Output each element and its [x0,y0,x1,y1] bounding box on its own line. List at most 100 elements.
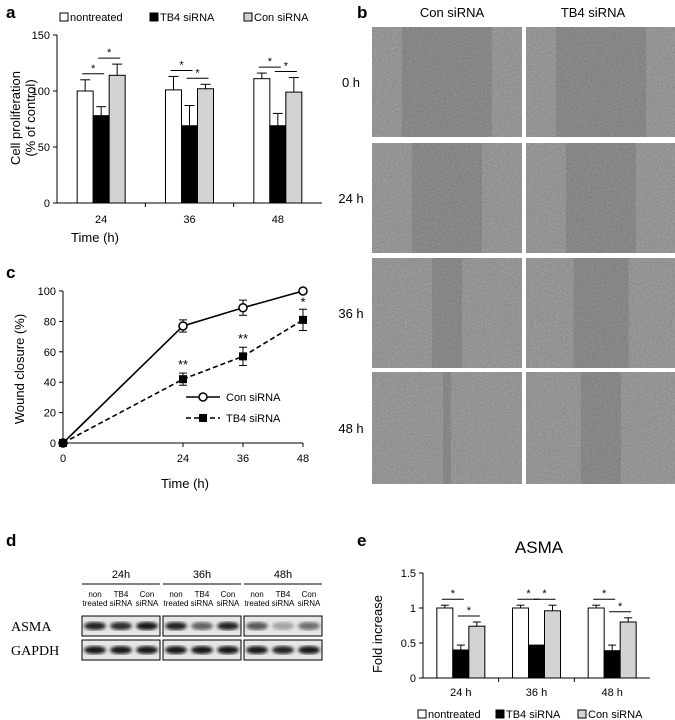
chart-a-ytick-label: 100 [32,86,50,98]
chart-c-point-tb4 [239,352,247,361]
chart-c-wound-closure: Time (h) Wound closure (%) 0 20 40 60 80 100 0… [12,286,309,491]
blot-band [246,622,268,630]
chart-a-legend-label: TB4 siRNA [160,12,215,24]
chart-e-xtick-label: 36 h [526,687,547,699]
blot-band [110,622,132,630]
micrograph-cells-right [492,27,522,137]
chart-a-sig-star: * [179,59,184,71]
chart-e-bar [468,625,486,679]
chart-c-ytick-label: 100 [38,286,56,298]
blot-protein-label-gapdh: GAPDH [11,644,59,659]
micrograph-cells-left [526,258,574,368]
chart-e-bar [512,607,529,679]
blot-band [191,622,213,630]
chart-c-xtick-label: 36 [237,453,249,465]
blot-band [217,622,239,630]
blot-band [84,646,106,654]
chart-c-series-line-1 [62,319,304,444]
blot-band [298,622,320,630]
micro-col-label-con: Con siRNA [420,5,485,20]
chart-c-point-con [238,302,248,313]
micro-row-label: 0 h [342,75,360,90]
chart-a-sig-star: * [284,61,289,73]
panel-letter-a: a [6,3,16,22]
chart-e-xtick-label: 48 h [601,687,622,699]
chart-a-proliferation: Time (h) Cell proliferation (% of contro… [8,12,322,245]
chart-c-point-con [178,321,188,331]
chart-e-bar [528,644,545,679]
blot-time-label: 48h [274,569,292,581]
chart-c-annotation: ** [238,331,248,346]
chart-c-series-line-0 [62,290,304,444]
chart-a-bar [108,74,126,204]
blot-lane-label-bottom: siRNA [272,599,295,608]
chart-e-ytick-label: 1.5 [401,568,416,580]
chart-c-legend-label: Con siRNA [226,392,281,404]
blot-band [191,646,213,654]
chart-e-ytick-label: 1 [410,603,416,615]
micrograph-cells-left [372,258,432,368]
chart-e-legend-label: nontreated [428,709,481,720]
chart-c-annotation: ** [178,357,188,372]
chart-e-ylabel: Fold increase [370,595,385,673]
chart-c-legend-label: TB4 siRNA [226,413,281,425]
chart-c-annotation: * [300,295,305,310]
blot-time-label: 36h [193,569,211,581]
blot-lane-label-bottom: siRNA [298,599,321,608]
chart-a-legend-swatch [59,12,69,22]
blot-lane-label-bottom: siRNA [136,599,159,608]
chart-e-bar [587,607,605,679]
chart-e-bar [544,610,561,679]
chart-c-xtick-label: 48 [297,453,309,465]
micrograph-cells-right [636,143,675,253]
chart-e-bar [619,621,637,679]
chart-a-bar [92,115,110,204]
chart-a-ytick-label: 50 [38,142,50,154]
chart-a-sig-star: * [195,67,200,79]
blot-band [246,646,268,654]
micrograph-cells-right [462,258,522,368]
chart-e-sig-star: * [467,605,472,617]
blot-time-label: 24h [112,569,130,581]
blot-lane-label-bottom: siRNA [191,599,214,608]
blot-band [272,646,294,654]
chart-a-sig-star: * [107,47,112,59]
panel-letter-b: b [357,3,367,22]
chart-a-legend-label: nontreated [70,12,123,24]
blot-lane-label-top: TB4 [195,590,210,599]
chart-c-xtick-label: 0 [60,453,66,465]
blot-protein-label-asma: ASMA [11,620,52,635]
blot-band [136,646,158,654]
chart-a-xtick-label: 24 [95,214,107,226]
micrograph-cells-left [372,27,402,137]
chart-a-legend-swatch [149,12,159,22]
blot-lane-label-top: non [88,590,101,599]
chart-e-legend-swatch [417,709,427,719]
blot-lane-label-bottom: treated [245,599,270,608]
chart-e-legend-swatch [577,709,587,719]
blot-lane-label-top: TB4 [276,590,291,599]
chart-a-xlabel: Time (h) [71,230,119,245]
blot-band [165,646,187,654]
micrograph-cells-right [482,143,522,253]
chart-c-point-tb4 [179,375,187,384]
chart-c-legend-marker [199,414,207,422]
panel-letter-e: e [357,531,366,550]
chart-a-ylabel-line2: (% of control) [23,79,38,156]
chart-a-bar [181,125,198,204]
micro-row-label: 48 h [338,421,363,436]
blot-lane-label-bottom: siRNA [110,599,133,608]
chart-a-ytick-label: 0 [44,198,50,210]
chart-a-bar [165,89,182,204]
chart-c-point-tb4 [59,439,67,447]
blot-lane-label-top: TB4 [114,590,129,599]
chart-e-ytick-label: 0 [410,673,416,685]
micro-col-label-tb4: TB4 siRNA [561,5,626,20]
micrograph-cells-left [372,372,443,484]
blot-lane-label-top: non [169,590,182,599]
chart-a-bar [285,91,303,204]
chart-a-bar [253,78,271,204]
chart-c-ytick-label: 20 [44,408,56,420]
micrograph-cells-right [646,27,675,137]
